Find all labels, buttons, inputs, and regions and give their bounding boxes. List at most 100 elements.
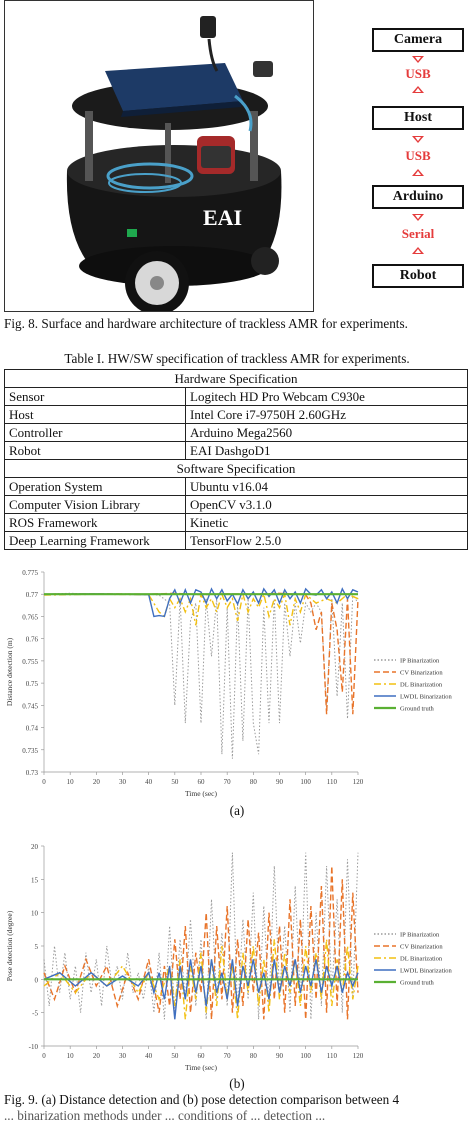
y-tick-label: 0.75 xyxy=(26,680,39,688)
table-cell-key: Computer Vision Library xyxy=(4,495,186,514)
legend-label: LWDL Binarization xyxy=(400,694,453,701)
table-cell-value: Intel Core i7-9750H 2.60GHz xyxy=(185,405,468,424)
table-cell-value: Arduino Mega2560 xyxy=(185,423,468,442)
table-cell-key: Operation System xyxy=(4,477,186,496)
table-cell-key: ROS Framework xyxy=(4,513,186,532)
hardware-header: Hardware Specification xyxy=(4,369,468,388)
table-cell-key: Controller xyxy=(4,423,186,442)
table-cell-value: Kinetic xyxy=(185,513,468,532)
table-row: Robot EAI DashgoD1 xyxy=(4,441,468,460)
table-row: ROS Framework Kinetic xyxy=(4,513,468,532)
x-tick-label: 20 xyxy=(93,1052,101,1060)
pose-detection-chart: -10 -5 0 5 10 15 20 0 10 20 30 40 50 60 70 80 90 100 110 12… xyxy=(5,843,453,1072)
x-tick-label: 110 xyxy=(327,1052,338,1060)
arch-node-arduino: Arduino xyxy=(372,185,464,209)
legend-label: Ground truth xyxy=(400,980,435,987)
table-cell-value: EAI DashgoD1 xyxy=(185,441,468,460)
table-cell-key: Sensor xyxy=(4,387,186,406)
arch-link-usb-2: USB xyxy=(405,148,431,163)
y-tick-label: 0.73 xyxy=(26,769,39,777)
legend-label: DL Binarization xyxy=(400,956,443,963)
legend-label: LWDL Binarization xyxy=(400,968,453,975)
software-header: Software Specification xyxy=(4,459,468,478)
distance-detection-chart: 0.73 0.735 0.74 0.745 0.75 0.755 0.76 0.765 0.77… xyxy=(5,569,453,798)
x-axis-label: Time (sec) xyxy=(185,1063,218,1072)
x-tick-label: 10 xyxy=(67,778,75,786)
arrow-down-icon xyxy=(412,214,424,221)
y-tick-label: 0.735 xyxy=(22,747,38,755)
subfigure-b-label: (b) xyxy=(229,1076,245,1091)
y-axis-label: Pose detection (degree) xyxy=(5,910,14,981)
x-tick-label: 100 xyxy=(300,778,311,786)
x-tick-label: 30 xyxy=(119,778,127,786)
table-row: Deep Learning Framework TensorFlow 2.5.0 xyxy=(4,531,468,550)
table-cell-key: Deep Learning Framework xyxy=(4,531,186,550)
table-cell-key: Host xyxy=(4,405,186,424)
x-tick-label: 10 xyxy=(67,1052,75,1060)
y-tick-label: -5 xyxy=(32,1010,38,1018)
x-tick-label: 80 xyxy=(250,1052,258,1060)
x-tick-label: 40 xyxy=(145,1052,153,1060)
x-tick-label: 50 xyxy=(171,778,179,786)
table-cell-value: Logitech HD Pro Webcam C930e xyxy=(185,387,468,406)
table-section-row: Software Specification xyxy=(4,459,468,478)
y-tick-label: 0.765 xyxy=(22,613,38,621)
x-tick-label: 60 xyxy=(198,1052,206,1060)
subfigure-a-label: (a) xyxy=(229,803,245,818)
y-tick-label: -10 xyxy=(29,1043,39,1051)
hardware-architecture-diagram: Camera USB Host USB Arduino Serial Robot xyxy=(372,28,464,298)
legend-label: IP Binarization xyxy=(400,658,440,665)
x-tick-label: 50 xyxy=(171,1052,179,1060)
x-tick-label: 110 xyxy=(327,778,338,786)
table-cell-value: OpenCV v3.1.0 xyxy=(185,495,468,514)
arch-link-usb-1: USB xyxy=(405,66,431,81)
y-tick-label: 0.76 xyxy=(26,636,39,644)
table-row: Operation System Ubuntu v16.04 xyxy=(4,477,468,496)
x-tick-label: 60 xyxy=(198,778,206,786)
x-tick-label: 120 xyxy=(353,778,364,786)
figure9-caption-line2: ... binarization methods under ... condi… xyxy=(4,1108,326,1123)
y-tick-label: 5 xyxy=(35,943,39,951)
figure8-caption: Fig. 8. Surface and hardware architectur… xyxy=(4,316,408,331)
legend-label: DL Binarization xyxy=(400,682,443,689)
y-tick-label: 0.755 xyxy=(22,658,38,666)
x-tick-label: 120 xyxy=(353,1052,364,1060)
arch-node-camera: Camera xyxy=(372,28,464,52)
x-tick-label: 0 xyxy=(42,1052,46,1060)
legend-label: Ground truth xyxy=(400,706,435,713)
x-tick-label: 70 xyxy=(224,1052,232,1060)
arrow-up-icon xyxy=(412,247,424,254)
arch-node-host: Host xyxy=(372,106,464,130)
table-cell-value: Ubuntu v16.04 xyxy=(185,477,468,496)
table1-title: Table I. HW/SW specification of trackles… xyxy=(64,351,410,366)
series-line-ip xyxy=(43,852,359,1020)
legend-label: CV Binarization xyxy=(400,670,443,677)
table-row: Host Intel Core i7-9750H 2.60GHz xyxy=(4,405,468,424)
y-tick-label: 0.745 xyxy=(22,702,38,710)
x-tick-label: 70 xyxy=(224,778,232,786)
x-tick-label: 20 xyxy=(93,778,101,786)
legend-label: IP Binarization xyxy=(400,932,440,939)
y-tick-label: 0.775 xyxy=(22,569,38,577)
arrow-down-icon xyxy=(412,136,424,143)
spec-table: Hardware Specification Sensor Logitech H… xyxy=(4,369,468,550)
robot-logo-text: EAI xyxy=(203,205,242,230)
x-tick-label: 90 xyxy=(276,778,284,786)
x-tick-label: 100 xyxy=(300,1052,311,1060)
y-axis-label: Distance detection (m) xyxy=(5,637,14,706)
robot-photo: EAI xyxy=(66,16,282,311)
y-tick-label: 0.77 xyxy=(26,591,39,599)
y-tick-label: 15 xyxy=(31,876,39,884)
table-cell-value: TensorFlow 2.5.0 xyxy=(185,531,468,550)
series-line-lwdl xyxy=(43,587,359,618)
y-tick-label: 20 xyxy=(31,843,39,851)
legend-label: CV Binarization xyxy=(400,944,443,951)
table-cell-key: Robot xyxy=(4,441,186,460)
x-tick-label: 90 xyxy=(276,1052,284,1060)
x-axis-label: Time (sec) xyxy=(185,789,218,798)
x-tick-label: 80 xyxy=(250,778,258,786)
arrow-up-icon xyxy=(412,169,424,176)
arrow-up-icon xyxy=(412,86,424,93)
table-section-row: Hardware Specification xyxy=(4,369,468,388)
y-tick-label: 0 xyxy=(35,976,39,984)
